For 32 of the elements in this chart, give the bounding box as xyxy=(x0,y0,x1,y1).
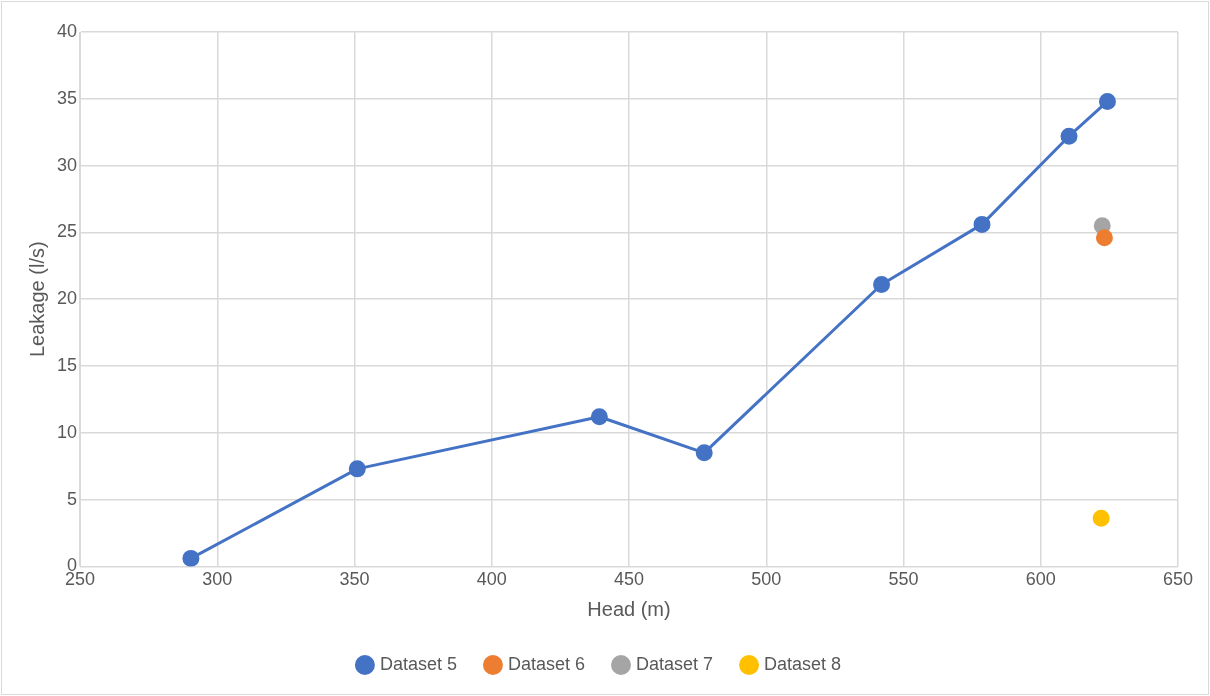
x-axis-title: Head (m) xyxy=(587,597,671,620)
legend-label: Dataset 7 xyxy=(636,653,714,674)
point xyxy=(1098,92,1116,110)
point xyxy=(590,408,608,426)
x-tick-label: 400 xyxy=(476,569,507,590)
x-tick-label: 650 xyxy=(1162,569,1194,590)
point xyxy=(1092,509,1110,527)
x-tick-label: 450 xyxy=(613,569,645,590)
point xyxy=(182,549,200,567)
x-tick-label: 300 xyxy=(202,569,233,590)
y-tick-label: 15 xyxy=(56,354,78,375)
point xyxy=(695,444,713,462)
point xyxy=(1060,127,1078,145)
point xyxy=(348,460,366,478)
legend-label: Dataset 5 xyxy=(379,653,457,674)
x-tick-label: 350 xyxy=(339,569,370,590)
y-tick-label: 30 xyxy=(56,154,78,175)
y-tick-label: 20 xyxy=(56,288,78,309)
legend-label: Dataset 8 xyxy=(764,653,842,674)
point xyxy=(973,215,991,233)
x-tick-label: 550 xyxy=(888,569,919,590)
point xyxy=(873,276,891,293)
y-tick-label: 35 xyxy=(56,87,78,108)
x-tick-label: 600 xyxy=(1025,569,1056,590)
y-tick-label: 5 xyxy=(67,488,78,509)
y-tick-label: 10 xyxy=(56,421,78,442)
y-axis-title: Leakage (l/s) xyxy=(25,241,48,358)
point xyxy=(1095,229,1113,247)
y-tick-label: 25 xyxy=(56,221,78,242)
x-tick-label: 500 xyxy=(751,569,782,590)
y-tick-label: 40 xyxy=(56,20,78,41)
legend-label: Dataset 6 xyxy=(507,653,585,674)
